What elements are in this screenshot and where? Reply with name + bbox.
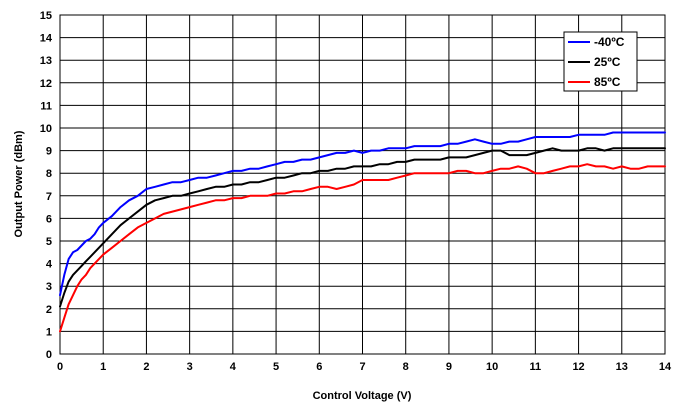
x-tick-label: 5 [273,361,279,373]
y-tick-label: 2 [46,304,52,316]
y-tick-label: 8 [46,168,52,180]
x-tick-label: 13 [616,361,628,373]
series-line-1 [59,131,666,297]
x-tick-label: 3 [187,361,193,373]
y-tick-label: 9 [46,146,52,158]
series-line-3 [59,163,666,333]
legend-label-series-1: -40ºC [594,35,625,49]
legend-label-series-3: 85ºC [594,75,621,89]
legend-label-series-2: 25ºC [594,55,621,69]
x-tick-label: 10 [486,361,498,373]
legend: -40ºC 25ºC 85ºC [563,31,638,92]
y-tick-label: 12 [40,78,52,90]
x-axis-title: Control Voltage (V) [313,390,412,402]
x-axis-tick-labels: 0 1 2 3 4 5 6 7 8 9 10 11 12 13 14 [57,361,672,373]
x-tick-label: 0 [57,361,63,373]
x-tick-label: 1 [100,361,106,373]
x-tick-label: 6 [316,361,322,373]
x-tick-label: 9 [446,361,452,373]
y-tick-label: 4 [46,259,53,271]
y-tick-label: 7 [46,191,52,203]
x-tick-label: 2 [143,361,149,373]
y-tick-label: 10 [40,123,52,135]
y-tick-label: 15 [40,10,52,22]
y-tick-label: 13 [40,55,52,67]
y-tick-label: 14 [40,33,53,45]
x-tick-label: 11 [530,361,542,373]
x-tick-label: 4 [230,361,237,373]
y-tick-label: 3 [46,281,52,293]
y-axis-title: Output Power (dBm) [13,130,25,237]
y-tick-label: 1 [46,326,52,338]
x-tick-label: 14 [659,361,672,373]
y-tick-label: 0 [46,349,52,361]
x-tick-label: 7 [359,361,365,373]
y-tick-label: 5 [46,236,52,248]
series-lines [59,131,666,333]
y-tick-label: 11 [40,100,52,112]
x-tick-label: 12 [572,361,584,373]
series-line-2 [59,147,666,308]
x-tick-label: 8 [403,361,409,373]
y-tick-label: 6 [46,213,52,225]
